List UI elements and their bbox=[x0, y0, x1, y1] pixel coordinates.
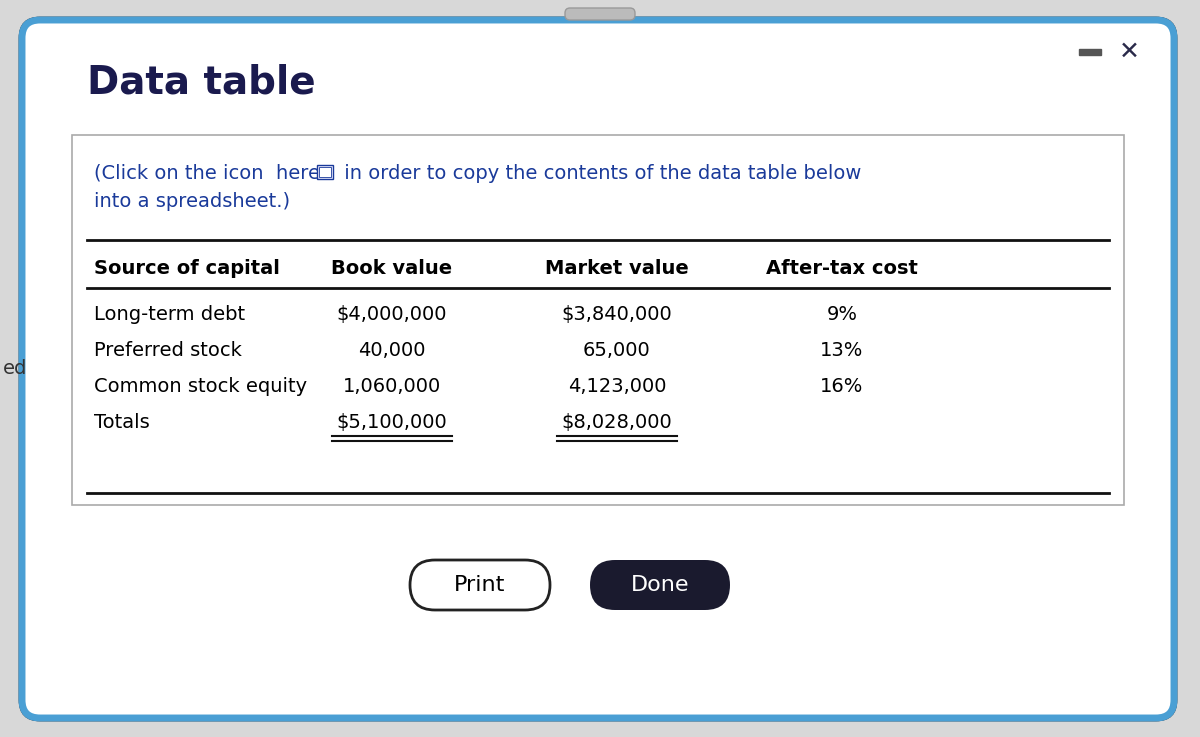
Bar bbox=[1079, 49, 1102, 55]
FancyBboxPatch shape bbox=[20, 18, 1176, 720]
Text: Common stock equity: Common stock equity bbox=[94, 377, 307, 396]
Text: 65,000: 65,000 bbox=[583, 340, 650, 360]
Text: Done: Done bbox=[631, 575, 689, 595]
FancyBboxPatch shape bbox=[565, 8, 635, 20]
FancyBboxPatch shape bbox=[590, 560, 730, 610]
Text: 40,000: 40,000 bbox=[359, 340, 426, 360]
Text: 1,060,000: 1,060,000 bbox=[343, 377, 442, 396]
Text: Totals: Totals bbox=[94, 413, 150, 431]
Text: After-tax cost: After-tax cost bbox=[766, 259, 918, 278]
Text: 13%: 13% bbox=[821, 340, 864, 360]
Text: 16%: 16% bbox=[821, 377, 864, 396]
Text: Print: Print bbox=[455, 575, 505, 595]
Text: $8,028,000: $8,028,000 bbox=[562, 413, 672, 431]
Text: in order to copy the contents of the data table below: in order to copy the contents of the dat… bbox=[338, 164, 862, 183]
FancyBboxPatch shape bbox=[410, 560, 550, 610]
Text: 9%: 9% bbox=[827, 304, 858, 324]
Text: Market value: Market value bbox=[545, 259, 689, 278]
Bar bbox=[72, 135, 1124, 505]
Text: ✕: ✕ bbox=[1118, 40, 1140, 64]
Bar bbox=[317, 165, 334, 179]
Text: Data table: Data table bbox=[88, 63, 316, 101]
Text: Source of capital: Source of capital bbox=[94, 259, 280, 278]
Bar bbox=[319, 167, 331, 177]
Text: ed: ed bbox=[2, 358, 28, 377]
Text: into a spreadsheet.): into a spreadsheet.) bbox=[94, 192, 290, 211]
Text: Long-term debt: Long-term debt bbox=[94, 304, 245, 324]
Text: $5,100,000: $5,100,000 bbox=[337, 413, 448, 431]
Text: (Click on the icon  here: (Click on the icon here bbox=[94, 164, 326, 183]
Text: 4,123,000: 4,123,000 bbox=[568, 377, 666, 396]
Text: $3,840,000: $3,840,000 bbox=[562, 304, 672, 324]
Text: Preferred stock: Preferred stock bbox=[94, 340, 242, 360]
Text: $4,000,000: $4,000,000 bbox=[337, 304, 448, 324]
Text: Book value: Book value bbox=[331, 259, 452, 278]
FancyBboxPatch shape bbox=[22, 20, 1174, 718]
